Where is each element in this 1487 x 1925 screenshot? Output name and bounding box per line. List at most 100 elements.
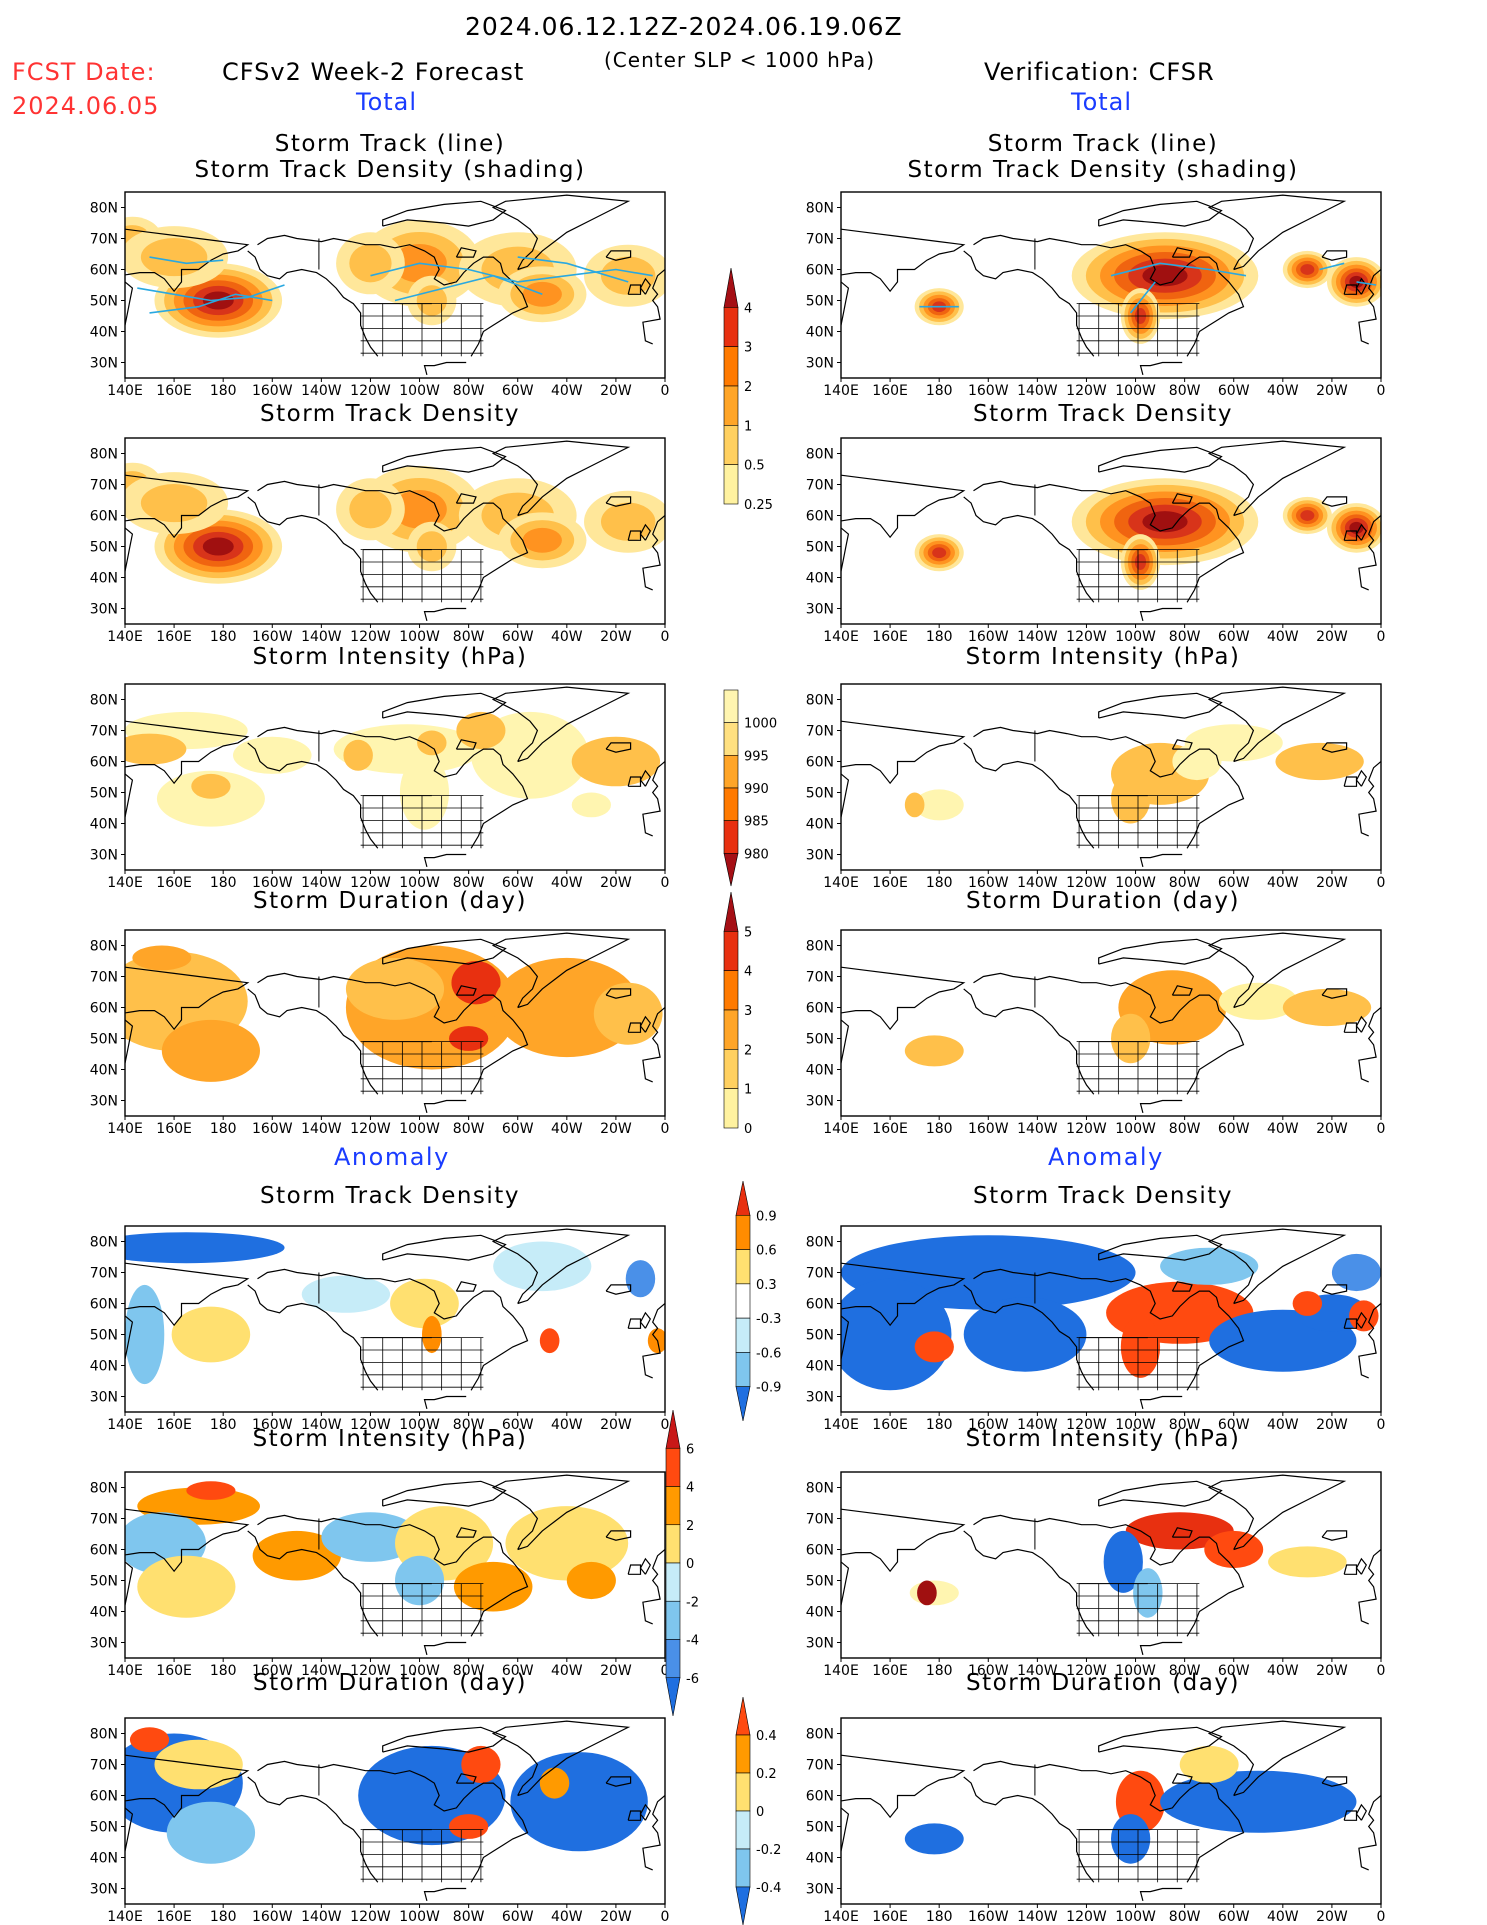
state-borders <box>360 1041 484 1095</box>
lat-label: 40N <box>90 1063 118 1079</box>
lat-label: 80N <box>806 201 834 217</box>
storm-track <box>1356 281 1377 286</box>
shading-blob <box>416 285 447 316</box>
coastline <box>455 985 477 996</box>
coastline <box>1139 607 1183 622</box>
coastline <box>1358 269 1381 345</box>
lon-label: 140W <box>1017 1417 1058 1433</box>
lon-label: 120W <box>350 1663 391 1679</box>
lon-label: 160E <box>156 875 192 891</box>
shading-blob <box>571 792 611 818</box>
storm-track <box>1110 262 1247 277</box>
coastline <box>841 1262 966 1360</box>
colorbar-duration-total: 5 4 3 2 1 0 <box>723 891 752 1137</box>
colorbar-label: -0.4 <box>756 1881 781 1896</box>
lon-label: 140E <box>823 1909 859 1925</box>
lat-label: 50N <box>806 1328 834 1344</box>
coastline <box>455 247 477 258</box>
lat-label: 50N <box>806 1574 834 1590</box>
lon-label: 100W <box>1115 1909 1156 1925</box>
lon-label: 140E <box>107 1121 143 1137</box>
shading-blob <box>191 773 231 799</box>
lon-label: 0 <box>661 1909 670 1925</box>
map-frame <box>840 1717 1382 1905</box>
fcst-date-value: 2024.06.05 <box>12 92 160 120</box>
state-borders <box>360 1337 484 1391</box>
lon-label: 180 <box>926 383 953 399</box>
lon-label: 160W <box>968 1121 1009 1137</box>
lon-label: 180 <box>210 1121 237 1137</box>
storm-track <box>370 262 653 283</box>
lon-label: 40W <box>551 1909 583 1925</box>
colorbar-label: 4 <box>686 1481 694 1496</box>
coastline <box>639 1557 652 1575</box>
coastline <box>1171 247 1193 258</box>
lon-label: 40W <box>1267 1663 1299 1679</box>
colorbar-label: 1 <box>744 419 752 434</box>
colorbar-swatch <box>723 820 739 854</box>
shading-blob <box>161 1019 260 1082</box>
lon-label: 160E <box>872 1121 908 1137</box>
coastline <box>1343 284 1358 295</box>
shading-blob <box>1268 1546 1347 1578</box>
lon-label: 60W <box>1218 629 1250 645</box>
colorbar-label: 3 <box>744 341 752 356</box>
lat-label: 30N <box>90 848 118 864</box>
coastline <box>125 228 250 326</box>
lat-label: 50N <box>90 1820 118 1836</box>
coastline <box>639 769 652 787</box>
coastline <box>1343 1810 1358 1821</box>
shading-blob <box>1282 988 1372 1027</box>
lat-label: 40N <box>90 1605 118 1621</box>
lon-label: 0 <box>1377 1121 1386 1137</box>
lon-label: 160W <box>968 383 1009 399</box>
shading-blob <box>349 244 392 283</box>
lon-label: 140E <box>107 1417 143 1433</box>
coastline <box>1171 985 1193 996</box>
colorbar-density-anom: 0.9 0.6 0.3 -0.3 -0.6 -0.9 <box>735 1180 781 1422</box>
lat-label: 50N <box>806 786 834 802</box>
coastline <box>1098 1726 1223 1753</box>
lat-label: 30N <box>806 356 834 372</box>
coastline <box>1358 761 1381 837</box>
lat-label: 80N <box>806 1727 834 1743</box>
colorbar-swatch <box>723 853 739 887</box>
lat-label: 40N <box>90 571 118 587</box>
lon-label: 60W <box>1218 1121 1250 1137</box>
coastline <box>973 480 1245 603</box>
colorbar-swatch <box>735 1772 751 1812</box>
colorbar-swatch <box>665 1562 681 1602</box>
lon-label: 80W <box>453 383 485 399</box>
coastline <box>1321 250 1348 261</box>
coastline <box>1355 769 1368 787</box>
coastline <box>605 1530 632 1541</box>
coastline <box>973 726 1245 849</box>
lat-label: 30N <box>90 1636 118 1652</box>
lat-label: 60N <box>806 1297 834 1313</box>
colorbar-swatch <box>735 1886 751 1925</box>
coastline <box>1355 1557 1368 1575</box>
lat-label: 60N <box>90 755 118 771</box>
colorbar-swatch <box>665 1677 681 1717</box>
colorbar-swatch <box>723 891 739 932</box>
coastline <box>1355 523 1368 541</box>
lon-label: 140E <box>823 383 859 399</box>
coastline <box>973 1268 1245 1391</box>
lon-label: 80W <box>1169 875 1201 891</box>
colorbar-label: 0.25 <box>744 498 773 513</box>
lon-label: 160E <box>156 1663 192 1679</box>
lon-label: 140E <box>107 383 143 399</box>
anomaly-label-left: Anomaly <box>334 1143 450 1171</box>
total-label-left: Total <box>356 88 418 116</box>
coastline <box>257 972 529 1095</box>
lon-label: 60W <box>502 1121 534 1137</box>
map-panel-r5: 80N 70N 60N 50N 40N 30N 140E 160E 180 160W 140W 120… <box>806 1225 1385 1433</box>
coastline <box>125 474 250 572</box>
shading-blob <box>456 711 506 750</box>
lat-label: 60N <box>806 1789 834 1805</box>
colorbar-swatch <box>735 1810 751 1850</box>
coastline <box>257 1514 529 1637</box>
title-l3: Storm Intensity (hPa) <box>252 644 528 670</box>
lon-label: 120W <box>1066 629 1107 645</box>
coastline <box>1355 1015 1368 1033</box>
